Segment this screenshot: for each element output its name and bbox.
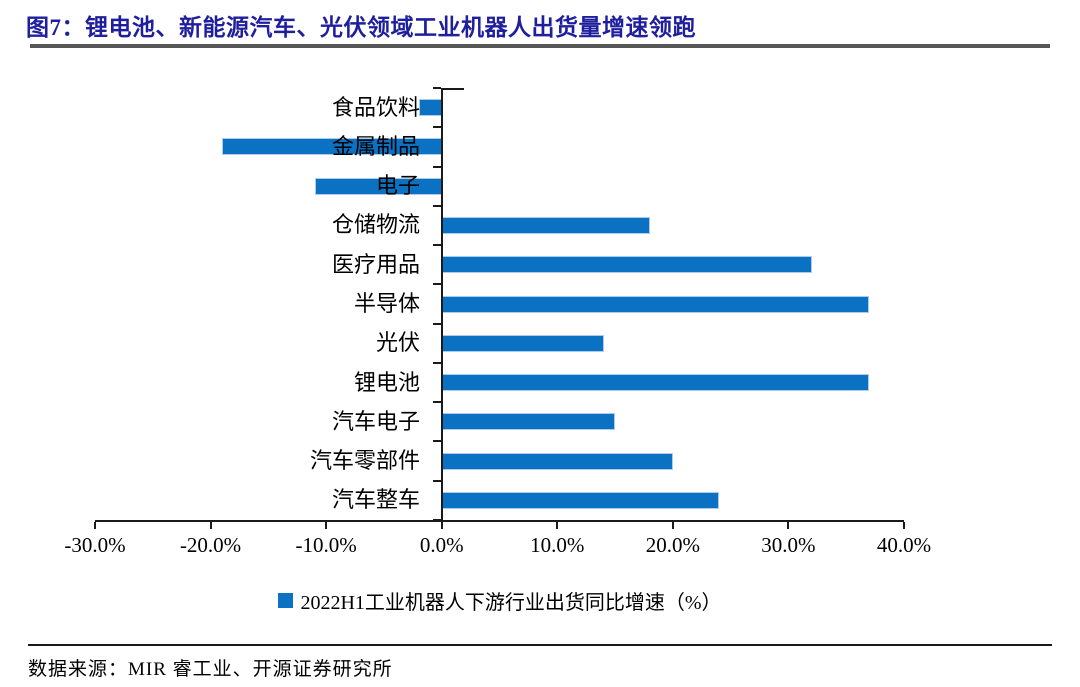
bar — [441, 413, 616, 431]
category-label: 半导体 — [353, 291, 420, 316]
y-axis-tick — [432, 165, 441, 168]
category-label: 汽车零部件 — [309, 448, 420, 474]
title-divider — [30, 44, 1050, 48]
bar — [441, 452, 673, 470]
footer-divider — [28, 644, 1052, 646]
x-tick-label: 10.0% — [530, 533, 585, 557]
y-axis-top-cap — [441, 88, 464, 90]
category-label: 汽车电子 — [331, 408, 420, 434]
x-tick-label: 20.0% — [645, 533, 700, 557]
y-axis-tick — [432, 322, 441, 325]
x-axis-tick — [325, 522, 328, 529]
y-axis-tick — [432, 204, 441, 207]
bar — [441, 295, 870, 313]
x-tick-label: 30.0% — [761, 533, 816, 557]
bar-chart: 食品饮料金属制品电子仓储物流医疗用品半导体光伏锂电池汽车电子汽车零部件汽车整车 -… — [0, 60, 1080, 620]
y-axis-line — [440, 88, 443, 520]
y-axis-tick — [432, 283, 441, 286]
category-label: 锂电池 — [353, 369, 420, 395]
figure-title: 图7：锂电池、新能源汽车、光伏领域工业机器人出货量增速领跑 — [26, 15, 696, 40]
category-label: 光伏 — [375, 330, 420, 356]
x-tick-label: -20.0% — [179, 533, 242, 557]
bar — [441, 374, 870, 392]
x-axis-line — [95, 520, 904, 522]
category-label: 金属制品 — [331, 133, 420, 159]
y-axis-tick — [432, 126, 441, 129]
y-axis-tick — [432, 479, 441, 482]
data-source: 数据来源：MIR 睿工业、开源证券研究所 — [28, 659, 393, 680]
bar — [418, 99, 442, 117]
category-label: 医疗用品 — [331, 251, 420, 277]
category-label: 电子 — [375, 173, 420, 199]
bar — [441, 216, 650, 234]
legend-label: 2022H1工业机器人下游行业出货同比增速（%） — [300, 592, 722, 614]
x-axis-tick — [94, 522, 96, 529]
y-axis-tick — [432, 519, 441, 521]
bar — [441, 334, 604, 352]
x-axis-tick — [556, 522, 559, 529]
x-tick-label: -30.0% — [64, 533, 126, 557]
bar — [441, 491, 720, 509]
y-axis-tick — [432, 361, 441, 364]
y-axis-tick — [432, 87, 441, 89]
bar — [441, 256, 812, 274]
y-axis-tick — [432, 401, 441, 404]
category-label: 仓储物流 — [331, 212, 420, 238]
x-axis-tick — [903, 522, 905, 529]
y-axis-tick — [432, 440, 441, 443]
x-axis-tick — [440, 522, 443, 529]
x-tick-label: 0.0% — [419, 533, 464, 557]
x-axis-tick — [671, 522, 674, 529]
x-axis-tick — [209, 522, 212, 529]
category-label: 食品饮料 — [331, 94, 420, 120]
x-tick-label: -10.0% — [295, 533, 357, 557]
legend-swatch-icon — [278, 593, 294, 608]
category-label: 汽车整车 — [331, 487, 420, 513]
x-axis-tick — [787, 522, 790, 529]
x-tick-label: 40.0% — [876, 533, 932, 557]
y-axis-tick — [432, 244, 441, 247]
chart-legend: 2022H1工业机器人下游行业出货同比增速（%） — [95, 586, 905, 615]
